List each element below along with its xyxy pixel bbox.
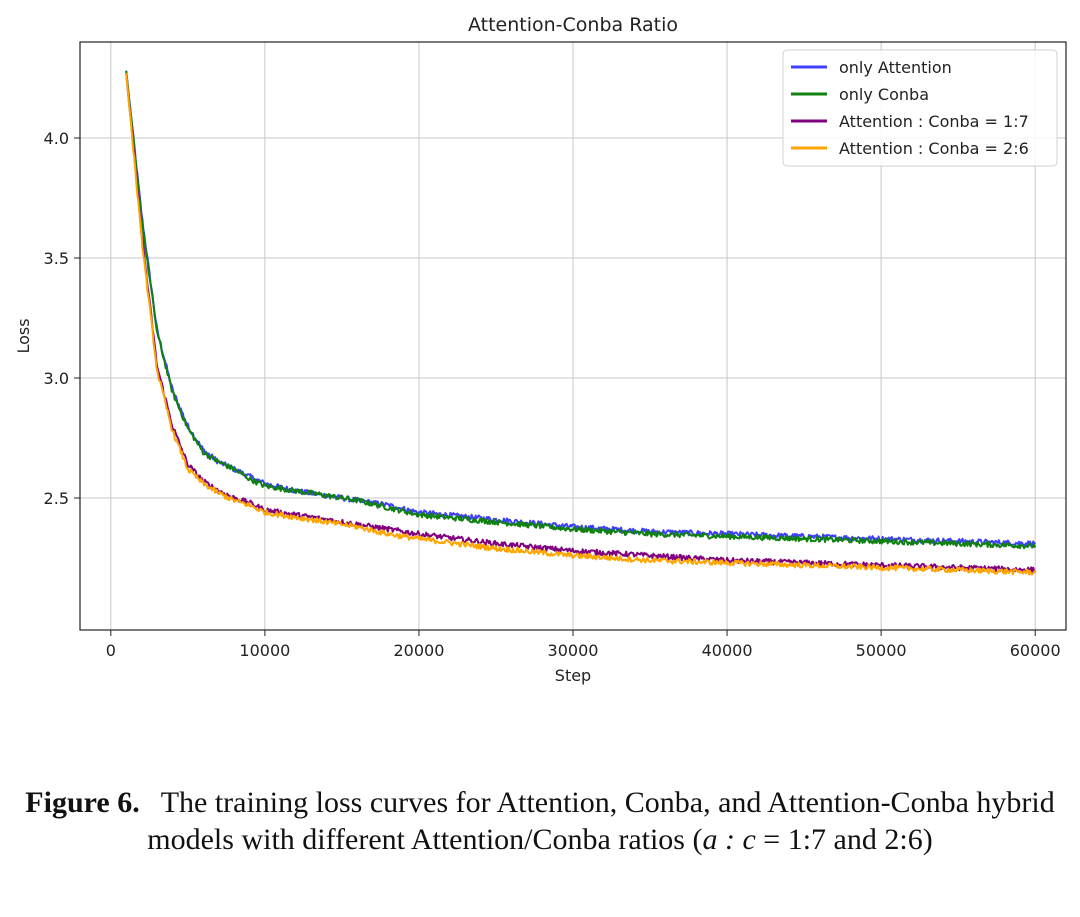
series-line-4 — [125, 73, 1036, 576]
x-tick-label: 10000 — [239, 641, 290, 660]
y-axis-label: Loss — [14, 318, 33, 353]
legend-entry: Attention : Conba = 2:6 — [839, 139, 1029, 158]
legend-entry: only Attention — [839, 58, 952, 77]
y-tick-label: 4.0 — [44, 129, 69, 148]
y-axis-ticks: 2.5 3.0 3.5 4.0 — [44, 129, 80, 508]
series-line-3 — [125, 73, 1037, 574]
x-axis-label: Step — [555, 666, 591, 685]
x-tick-label: 20000 — [393, 641, 444, 660]
caption-math: a : c — [702, 823, 756, 856]
x-tick-label: 40000 — [702, 641, 753, 660]
caption-text-end: = 1:7 and 2:6) — [755, 823, 933, 856]
legend-box — [782, 49, 1058, 167]
series-line-2 — [125, 70, 1037, 550]
loss-chart: Attention-Conba Ratio 0 10000 20000 30000 40… — [14, 14, 1067, 685]
x-tick-label: 30000 — [548, 641, 599, 660]
y-tick-label: 3.5 — [44, 249, 69, 268]
legend: only Attention only Conba Attention : Conb… — [782, 49, 1058, 167]
x-tick-label: 0 — [106, 641, 116, 660]
chart-title: Attention-Conba Ratio — [468, 14, 678, 36]
y-tick-label: 3.0 — [44, 369, 69, 388]
caption-text: The training loss curves for Attention, … — [147, 786, 1055, 856]
legend-entry: only Conba — [839, 85, 929, 104]
caption-figure-label: Figure 6. — [25, 786, 140, 819]
series-layer — [125, 70, 1037, 576]
x-tick-label: 60000 — [1010, 641, 1061, 660]
y-tick-label: 2.5 — [44, 489, 69, 508]
x-tick-label: 50000 — [856, 641, 907, 660]
figure-caption: Figure 6. The training loss curves for A… — [0, 784, 1080, 858]
x-axis-ticks: 0 10000 20000 30000 40000 50000 60000 — [106, 630, 1061, 660]
legend-entry: Attention : Conba = 1:7 — [839, 112, 1029, 131]
